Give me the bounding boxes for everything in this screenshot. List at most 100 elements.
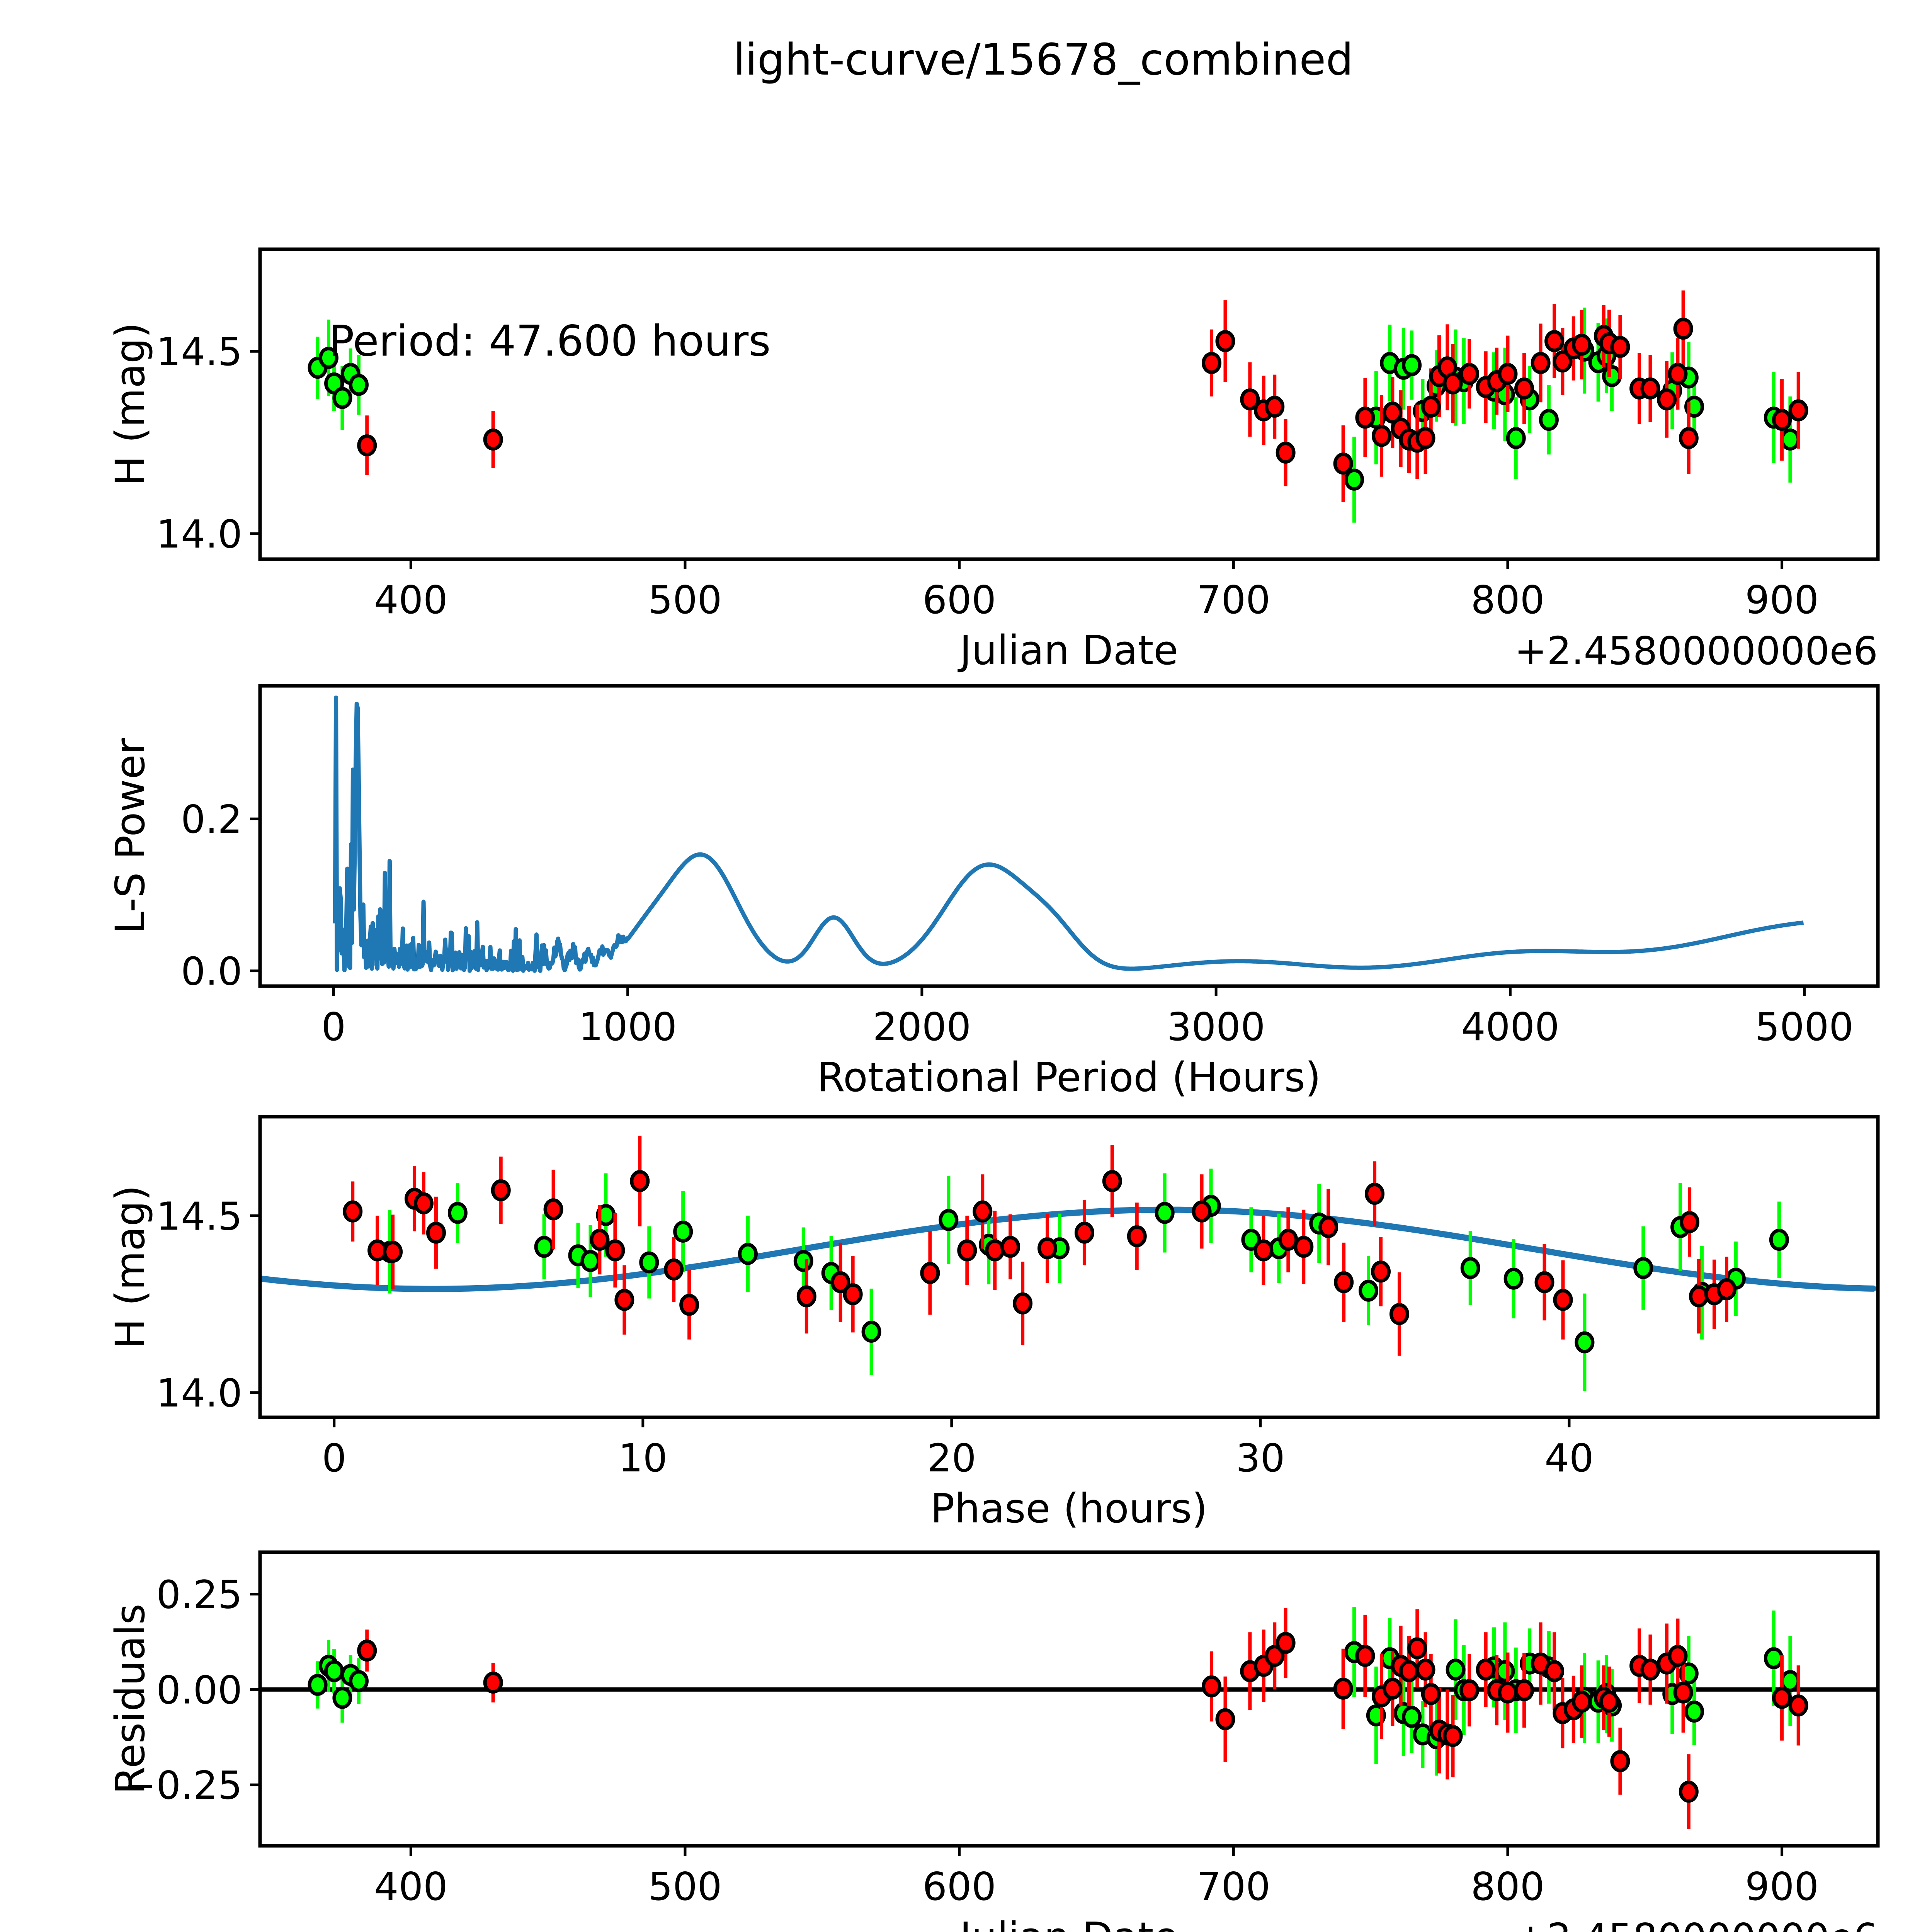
data-point	[1074, 1221, 1094, 1244]
data-point	[1407, 1637, 1427, 1660]
data-point	[1102, 1170, 1122, 1192]
data-point	[830, 1271, 850, 1293]
y-tick-label: 0.2	[181, 797, 242, 842]
sinusoid-fit-curve	[260, 1206, 1876, 1292]
x-tick-label: 20	[927, 1435, 976, 1481]
data-point	[1383, 401, 1403, 424]
data-point	[308, 1673, 328, 1696]
data-point	[1602, 365, 1622, 387]
data-point	[383, 1241, 403, 1263]
data-point	[1506, 427, 1526, 449]
data-point	[349, 1670, 369, 1692]
data-point	[1788, 1694, 1808, 1717]
period-annotation: Period: 47.600 hours	[328, 316, 770, 366]
data-point	[1265, 1645, 1285, 1667]
x-tick-label: 2000	[873, 1004, 971, 1049]
data-point	[1572, 1690, 1592, 1713]
data-point	[1389, 1303, 1409, 1325]
axes-frame	[258, 684, 1880, 988]
data-point	[1215, 1708, 1235, 1730]
data-point	[413, 1192, 434, 1214]
data-point	[630, 1170, 650, 1192]
data-point	[861, 1320, 881, 1343]
data-point	[1673, 318, 1693, 340]
data-point	[664, 1258, 684, 1281]
data-point	[793, 1250, 813, 1272]
data-point	[1495, 1660, 1515, 1682]
data-point	[1668, 363, 1688, 385]
data-point	[1333, 1677, 1353, 1700]
data-point	[920, 1262, 940, 1284]
data-point	[357, 434, 377, 457]
data-point	[1633, 1257, 1653, 1279]
x-axis-label: Julian Date	[957, 627, 1179, 674]
data-point	[1684, 1701, 1704, 1723]
data-point	[534, 1236, 554, 1258]
data-point	[332, 387, 352, 409]
data-point	[1202, 352, 1222, 374]
data-point	[1215, 330, 1235, 352]
x-tick-label: 4000	[1461, 1004, 1560, 1049]
plot-area-lightcurve	[308, 290, 1808, 523]
y-tick-label: −0.25	[124, 1763, 242, 1808]
x-tick-label: 800	[1471, 1864, 1545, 1909]
data-point	[738, 1243, 758, 1265]
x-tick-label: 800	[1471, 577, 1545, 622]
data-point	[357, 1639, 377, 1662]
x-tick-label: 700	[1197, 577, 1270, 622]
x-tick-label: 0	[322, 1435, 347, 1481]
x-tick-label: 400	[374, 577, 448, 622]
data-point	[1679, 1781, 1699, 1803]
data-point	[1544, 1660, 1565, 1682]
x-tick-label: 10	[618, 1435, 667, 1481]
data-point	[1498, 1681, 1518, 1704]
axes-frame	[258, 1115, 1880, 1419]
data-point	[1240, 388, 1260, 411]
plot-area-phasefold	[260, 1136, 1876, 1391]
y-axis-label: H (mag)	[107, 1185, 154, 1349]
x-tick-label: 5000	[1755, 1004, 1854, 1049]
data-point	[491, 1179, 511, 1201]
data-point	[679, 1294, 699, 1316]
data-point	[1402, 354, 1422, 376]
y-axis-label: Residuals	[107, 1604, 154, 1794]
data-point	[1553, 350, 1573, 373]
data-point	[1572, 333, 1592, 356]
data-point	[1772, 1687, 1792, 1709]
data-point	[1640, 377, 1660, 400]
y-tick-label: 14.0	[156, 1371, 242, 1416]
data-point	[1772, 409, 1792, 431]
data-point	[1680, 1211, 1700, 1233]
data-point	[1383, 1677, 1403, 1700]
data-point	[1476, 1658, 1496, 1681]
y-tick-label: 0.25	[156, 1572, 242, 1617]
data-point	[1544, 330, 1565, 352]
data-point	[957, 1239, 977, 1262]
series-red	[343, 1136, 1736, 1356]
data-point	[1514, 1679, 1534, 1701]
x-tick-label: 400	[374, 1864, 448, 1909]
data-point	[1764, 1647, 1784, 1669]
data-point	[1460, 1257, 1480, 1279]
x-tick-label: 500	[648, 577, 722, 622]
data-point	[1265, 396, 1285, 418]
x-axis-label: Julian Date	[957, 1913, 1179, 1932]
data-point	[639, 1251, 659, 1274]
plot-area-residuals	[260, 1607, 1878, 1829]
data-point	[1000, 1236, 1020, 1258]
data-point	[1276, 441, 1296, 464]
data-point	[1037, 1237, 1058, 1259]
data-point	[324, 1660, 344, 1682]
data-point	[1503, 1267, 1524, 1290]
data-point	[1553, 1289, 1573, 1311]
data-point	[1531, 352, 1551, 374]
data-point	[332, 1687, 352, 1709]
data-point	[1192, 1200, 1212, 1223]
data-point	[1344, 468, 1364, 491]
data-point	[1155, 1202, 1175, 1224]
data-point	[973, 1200, 993, 1223]
data-point	[1421, 1683, 1441, 1705]
axes-frame	[258, 247, 1880, 561]
